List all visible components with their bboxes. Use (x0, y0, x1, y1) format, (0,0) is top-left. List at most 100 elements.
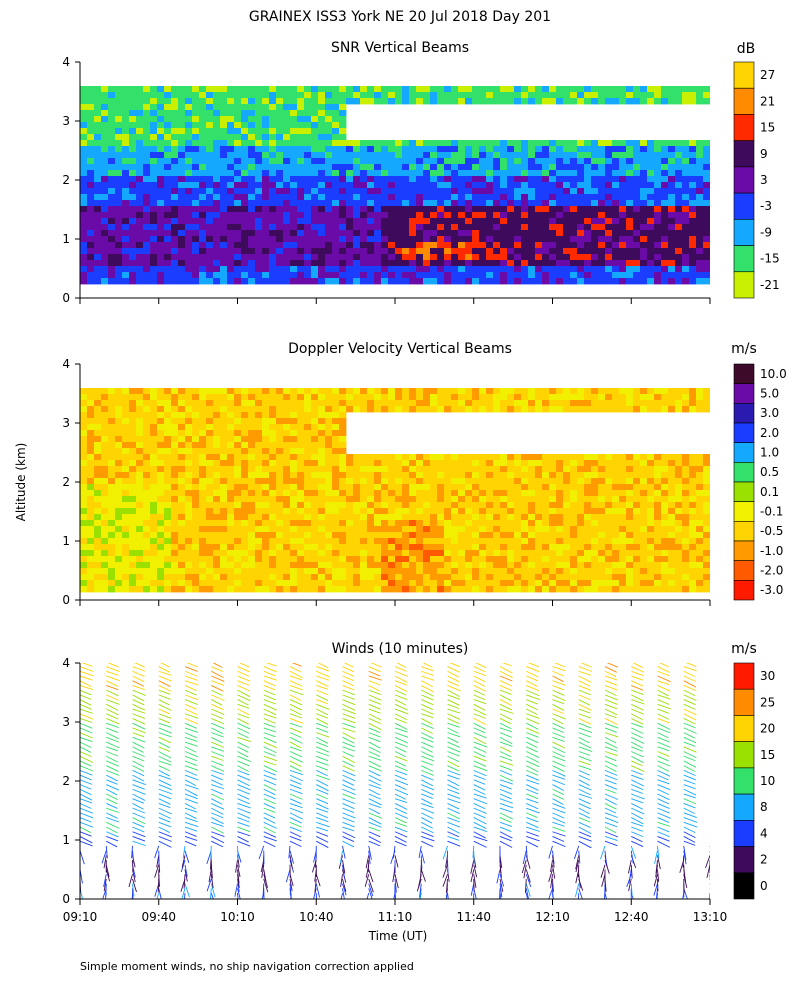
y-tick-label: 0 (62, 291, 70, 305)
colorbar-label: 3.0 (760, 406, 779, 420)
x-tick-label: 11:10 (378, 910, 413, 924)
x-tick-label: 13:10 (693, 910, 728, 924)
y-tick-label: 1 (62, 833, 70, 847)
colorbar-swatch (733, 767, 755, 795)
colorbar-label: 2 (760, 853, 768, 867)
colorbar-swatch (733, 219, 755, 246)
colorbar-label: 8 (760, 800, 768, 814)
colorbar-swatch (733, 846, 755, 874)
axes: 0 1 2 3 4 0 1 2 3 4 0 1 2 3 4 09:10 09:40 10:10 10:40 11:10… (62, 55, 727, 924)
snr-colorbar: 27 21 15 9 3 -3 -9 -15 -21 (733, 61, 780, 299)
colorbar-label: 4 (760, 826, 768, 840)
doppler-field (80, 388, 710, 593)
y-tick-label: 4 (62, 656, 70, 670)
winds-unit-label: m/s (731, 641, 757, 657)
colorbar-label: -9 (760, 225, 772, 239)
y-tick-label: 2 (62, 475, 70, 489)
x-axis-label: Time (UT) (368, 929, 428, 943)
y-tick-label: 4 (62, 55, 70, 69)
colorbar-label: 9 (760, 147, 768, 161)
colorbar-label: 15 (760, 121, 775, 135)
colorbar-label: 0.5 (760, 465, 779, 479)
colorbar-swatch (733, 114, 755, 141)
y-tick-label: 0 (62, 892, 70, 906)
colorbar-swatch (733, 192, 755, 220)
chart-title: GRAINEX ISS3 York NE 20 Jul 2018 Day 201 (249, 9, 551, 25)
colorbar-swatch (733, 442, 755, 463)
y-tick-label: 2 (62, 774, 70, 788)
colorbar-label: 10.0 (760, 367, 787, 381)
doppler-colorbar: 10.0 5.0 3.0 2.0 1.0 0.5 0.1 -0.1 -0.5 -1.0 -2.0 -3… (733, 363, 787, 601)
colorbar-label: -15 (760, 252, 780, 266)
colorbar-swatch (733, 741, 755, 769)
colorbar-label: 1.0 (760, 446, 779, 460)
colorbar-swatch (733, 87, 755, 115)
colorbar-swatch (733, 580, 755, 601)
colorbar-swatch (733, 793, 755, 821)
colorbar-label: 27 (760, 68, 775, 82)
colorbar-label: 2.0 (760, 426, 779, 440)
colorbar-swatch (733, 245, 755, 273)
footnote: Simple moment winds, no ship navigation … (80, 960, 414, 973)
colorbar-swatch (733, 521, 755, 542)
colorbar-swatch (733, 560, 755, 581)
colorbar-swatch (733, 383, 755, 404)
colorbar-label: 0.1 (760, 485, 779, 499)
doppler-panel-title: Doppler Velocity Vertical Beams (288, 341, 512, 357)
y-tick-label: 4 (62, 357, 70, 371)
y-tick-label: 1 (62, 534, 70, 548)
colorbar-swatch (733, 166, 755, 194)
colorbar-label: -3.0 (760, 583, 783, 597)
colorbar-label: -1.0 (760, 544, 783, 558)
doppler-panel: Doppler Velocity Vertical Beams m/s 10.0… (80, 341, 787, 601)
colorbar-label: -2.0 (760, 564, 783, 578)
snr-field (80, 86, 710, 285)
colorbar-swatch (733, 540, 755, 561)
colorbar-swatch (733, 61, 755, 89)
y-tick-label: 3 (62, 114, 70, 128)
colorbar-label: -0.5 (760, 524, 783, 538)
colorbar-swatch (733, 271, 755, 299)
colorbar-swatch (733, 422, 755, 443)
colorbar-swatch (733, 715, 755, 742)
colorbar-label: -21 (760, 278, 780, 292)
wind-barbs (80, 663, 710, 899)
colorbar-label: 10 (760, 774, 775, 788)
colorbar-swatch (733, 501, 755, 522)
y-tick-label: 1 (62, 232, 70, 246)
y-tick-label: 0 (62, 593, 70, 607)
y-tick-label: 3 (62, 715, 70, 729)
x-tick-label: 12:10 (535, 910, 570, 924)
colorbar-label: -3 (760, 199, 772, 213)
colorbar-swatch (733, 662, 755, 690)
colorbar-swatch (733, 872, 755, 900)
snr-unit-label: dB (737, 41, 756, 57)
x-tick-label: 10:10 (220, 910, 255, 924)
y-tick-label: 2 (62, 173, 70, 187)
colorbar-label: 20 (760, 722, 775, 736)
doppler-unit-label: m/s (731, 341, 757, 357)
x-tick-label: 09:10 (63, 910, 98, 924)
snr-panel-title: SNR Vertical Beams (331, 40, 469, 56)
x-tick-label: 12:40 (614, 910, 649, 924)
x-tick-label: 10:40 (299, 910, 334, 924)
colorbar-label: -0.1 (760, 505, 783, 519)
colorbar-swatch (733, 688, 755, 716)
colorbar-swatch (733, 363, 755, 384)
snr-panel: SNR Vertical Beams dB 27 21 15 9 3 -3 -9 -15 -21 (80, 40, 780, 299)
x-tick-label: 09:40 (141, 910, 176, 924)
colorbar-swatch (733, 403, 755, 424)
winds-panel-title: Winds (10 minutes) (332, 641, 469, 657)
x-tick-label: 11:40 (456, 910, 491, 924)
colorbar-label: 30 (760, 669, 775, 683)
colorbar-label: 3 (760, 173, 768, 187)
colorbar-swatch (733, 481, 755, 502)
colorbar-swatch (733, 140, 755, 168)
y-axis-label: Altitude (km) (14, 443, 28, 522)
y-tick-label: 3 (62, 416, 70, 430)
colorbar-swatch (733, 820, 755, 847)
colorbar-swatch (733, 462, 755, 483)
